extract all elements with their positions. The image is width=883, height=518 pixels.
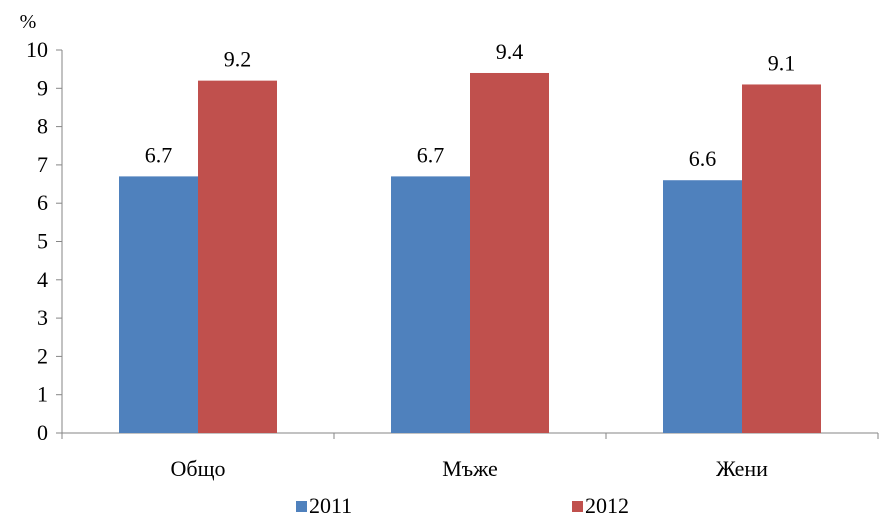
legend-label: 2011: [309, 493, 352, 518]
data-label: 6.6: [689, 146, 717, 171]
x-axis: Общо Мъже Жени: [61, 432, 879, 481]
bars: [119, 72, 821, 433]
legend-label: 2012: [585, 493, 629, 518]
y-tick-label: 1: [37, 382, 48, 407]
bar-2012-0: [198, 80, 277, 433]
legend-swatch: [296, 501, 307, 512]
y-tick-label: 2: [37, 343, 48, 368]
y-axis: 0 1 2 3 4 5 6 7 8 9 10: [26, 37, 63, 445]
legend-swatch: [572, 501, 583, 512]
data-label: 9.4: [496, 39, 524, 64]
y-unit-label: %: [20, 11, 37, 33]
category-label: Общо: [170, 456, 225, 481]
y-tick-label: 3: [37, 305, 48, 330]
y-tick-label: 4: [37, 267, 48, 292]
y-tick-label: 5: [37, 229, 48, 254]
bar-2012-1: [470, 72, 549, 433]
y-tick-label: 6: [37, 190, 48, 215]
y-tick-label: 8: [37, 114, 48, 139]
bar-2012-2: [742, 84, 821, 433]
data-label: 6.7: [145, 142, 173, 167]
bar-2011-1: [391, 176, 470, 433]
bar-2011-0: [119, 176, 198, 433]
data-label: 9.2: [224, 47, 252, 72]
y-tick-label: 7: [37, 152, 48, 177]
legend: 2011 2012: [296, 493, 629, 518]
bar-2011-2: [663, 180, 742, 433]
data-labels: 6.7 9.2 6.7 9.4 6.6 9.1: [145, 39, 796, 171]
y-tick-label: 0: [37, 420, 48, 445]
data-label: 6.7: [417, 142, 445, 167]
category-label: Жени: [716, 456, 768, 481]
y-tick-label: 10: [26, 37, 48, 62]
y-tick-label: 9: [37, 75, 48, 100]
data-label: 9.1: [768, 50, 796, 75]
category-label: Мъже: [442, 456, 498, 481]
